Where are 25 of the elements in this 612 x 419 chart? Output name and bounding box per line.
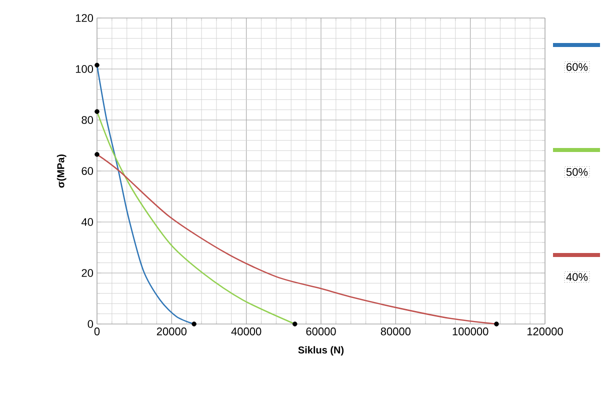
x-tick-label: 40000 — [231, 328, 262, 336]
point — [192, 322, 196, 326]
x-axis-title: Siklus (N) — [298, 346, 344, 356]
x-tick-label: 80000 — [380, 328, 411, 336]
point — [494, 322, 499, 326]
x-tick-label: 20000 — [156, 328, 187, 336]
x-tick-label: 120000 — [527, 328, 563, 336]
y-tick-label: 20 — [82, 269, 94, 277]
x-tick-label: 60000 — [306, 328, 336, 336]
x-tick-label: 0 — [94, 328, 100, 336]
x-tick-label: 100000 — [452, 328, 488, 336]
point — [292, 322, 298, 326]
y-tick-label: 80 — [82, 116, 94, 124]
text: 50% — [566, 168, 588, 176]
y-axis-title: σ(MPa) — [56, 154, 66, 188]
text: 60% — [566, 63, 588, 71]
point — [94, 109, 100, 114]
y-tick-label: 120 — [76, 14, 94, 22]
point — [94, 62, 100, 68]
text: 40% — [566, 273, 588, 281]
y-tick-label: 40 — [81, 218, 94, 226]
y-tick-label: 0 — [88, 320, 94, 328]
point — [94, 152, 100, 157]
y-tick-label: 60 — [82, 167, 94, 175]
y-tick-label: 100 — [76, 65, 94, 73]
